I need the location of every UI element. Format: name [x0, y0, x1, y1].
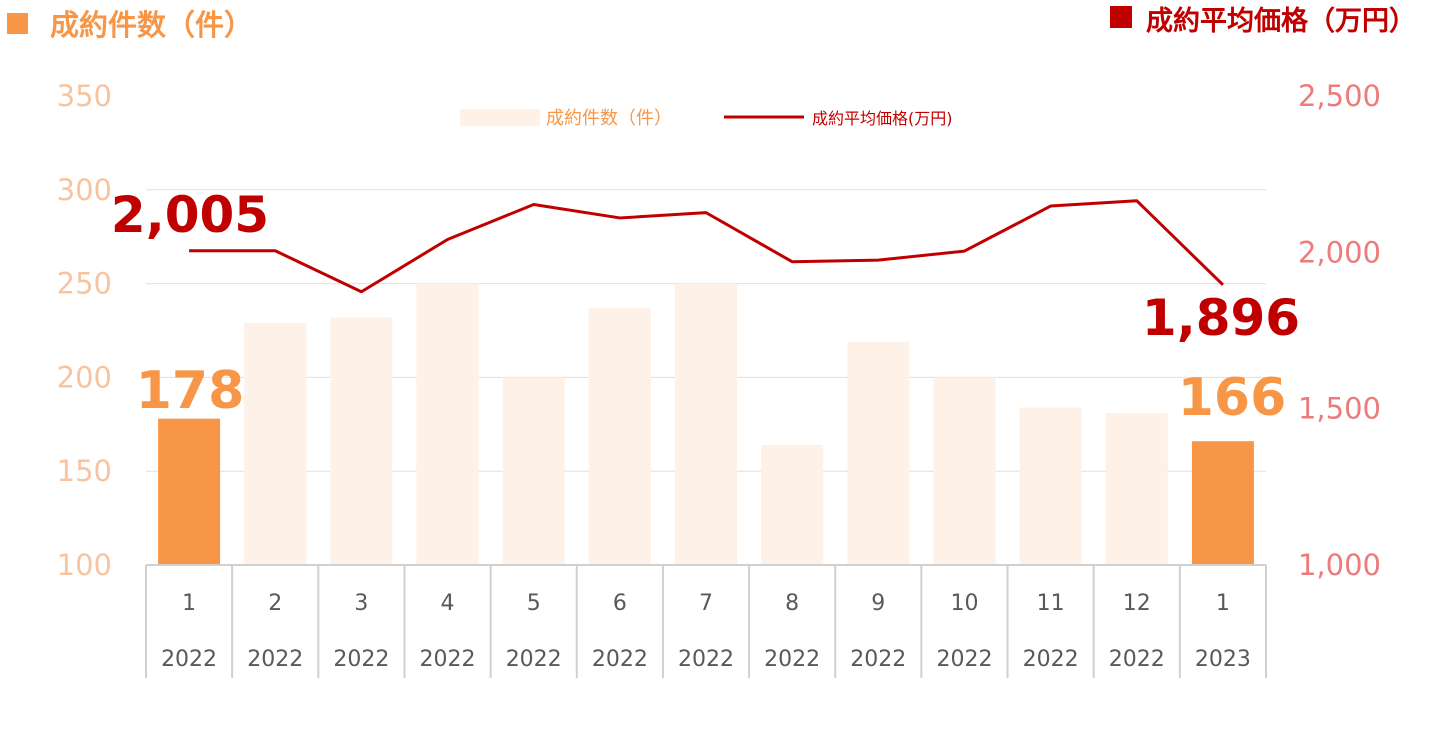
legend: 成約件数（件） 成約平均価格(万円) — [460, 108, 953, 129]
right-tick-label: 2,500 — [1298, 79, 1381, 113]
x-tick-year: 2022 — [850, 647, 906, 672]
legend-bar-label: 成約件数（件） — [546, 108, 672, 129]
line-end-label: 1,896 — [1142, 289, 1300, 347]
right-title-marker — [1110, 6, 1132, 28]
bar-start-label: 178 — [136, 361, 245, 421]
x-tick-year: 2022 — [420, 647, 476, 672]
legend-bar-swatch — [460, 109, 540, 126]
x-tick-month: 8 — [785, 591, 799, 616]
right-tick-label: 2,000 — [1298, 235, 1381, 269]
bar — [502, 377, 565, 565]
x-tick-month: 9 — [871, 591, 885, 616]
x-tick-month: 2 — [268, 591, 282, 616]
x-tick-year: 2023 — [1195, 647, 1251, 672]
value-annotations: 2,005 1,896 178 166 — [111, 186, 1300, 428]
x-tick-month: 6 — [613, 591, 627, 616]
bar — [588, 307, 651, 565]
x-tick-year: 2022 — [764, 647, 820, 672]
x-tick-month: 1 — [182, 591, 196, 616]
bar — [1191, 441, 1254, 565]
x-tick-year: 2022 — [1023, 647, 1079, 672]
left-title-group: 成約件数（件） — [7, 8, 253, 42]
x-tick-year: 2022 — [678, 647, 734, 672]
x-tick-year: 2022 — [333, 647, 389, 672]
x-tick-year: 2022 — [1109, 647, 1165, 672]
left-axis-ticks: 100 150 200 250 300 350 — [57, 79, 112, 582]
left-tick-label: 200 — [57, 360, 112, 394]
x-tick-month: 5 — [527, 591, 541, 616]
legend-line-label: 成約平均価格(万円) — [812, 109, 953, 128]
x-tick-month: 4 — [441, 591, 455, 616]
right-tick-label: 1,000 — [1298, 548, 1381, 582]
x-tick-year: 2022 — [506, 647, 562, 672]
x-tick-month: 3 — [354, 591, 368, 616]
line-series — [189, 199, 1224, 294]
bar-series — [158, 283, 1254, 565]
x-tick-year: 2022 — [161, 647, 217, 672]
x-tick-year: 2022 — [592, 647, 648, 672]
left-tick-label: 350 — [57, 79, 112, 113]
bar — [244, 322, 307, 565]
bar — [847, 341, 910, 565]
x-tick-month: 12 — [1123, 591, 1151, 616]
bar — [761, 444, 824, 565]
x-tick-month: 11 — [1037, 591, 1065, 616]
bar — [1019, 407, 1082, 565]
x-tick-month: 7 — [699, 591, 713, 616]
bar — [416, 283, 479, 565]
x-tick-year: 2022 — [936, 647, 992, 672]
bar — [1105, 413, 1168, 565]
left-title-marker — [7, 13, 28, 34]
right-tick-label: 1,500 — [1298, 392, 1381, 426]
bar-end-label: 166 — [1178, 368, 1287, 428]
bar — [933, 377, 996, 565]
bar — [675, 283, 737, 565]
left-tick-label: 100 — [57, 548, 112, 582]
left-tick-label: 300 — [57, 173, 112, 207]
line-start-label: 2,005 — [111, 186, 269, 244]
x-tick-month: 1 — [1216, 591, 1230, 616]
bar — [330, 317, 393, 565]
right-title-group: 成約平均価格（万円） — [1110, 5, 1416, 37]
left-tick-label: 150 — [57, 454, 112, 488]
right-axis-title: 成約平均価格（万円） — [1146, 5, 1416, 37]
left-tick-label: 250 — [57, 267, 112, 301]
x-tick-year: 2022 — [247, 647, 303, 672]
right-axis-ticks: 1,000 1,500 2,000 2,500 — [1298, 79, 1381, 582]
bar — [158, 418, 221, 565]
price-line — [189, 199, 1224, 294]
x-tick-month: 10 — [950, 591, 978, 616]
x-axis-table: 1 2022 2 2022 3 2022 4 2022 5 2022 6 2022 7 2022 8 2022… — [145, 564, 1267, 678]
left-axis-title: 成約件数（件） — [50, 8, 253, 42]
